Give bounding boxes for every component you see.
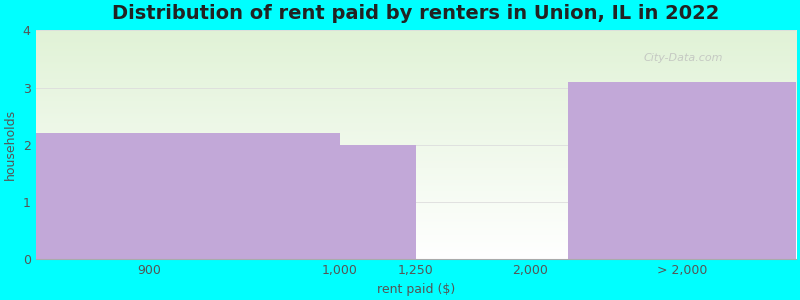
Bar: [568, 82, 796, 260]
Bar: [340, 145, 416, 260]
X-axis label: rent paid ($): rent paid ($): [377, 283, 455, 296]
Title: Distribution of rent paid by renters in Union, IL in 2022: Distribution of rent paid by renters in …: [112, 4, 719, 23]
Y-axis label: households: households: [4, 109, 17, 180]
Text: City-Data.com: City-Data.com: [644, 53, 723, 63]
Bar: [35, 134, 340, 260]
